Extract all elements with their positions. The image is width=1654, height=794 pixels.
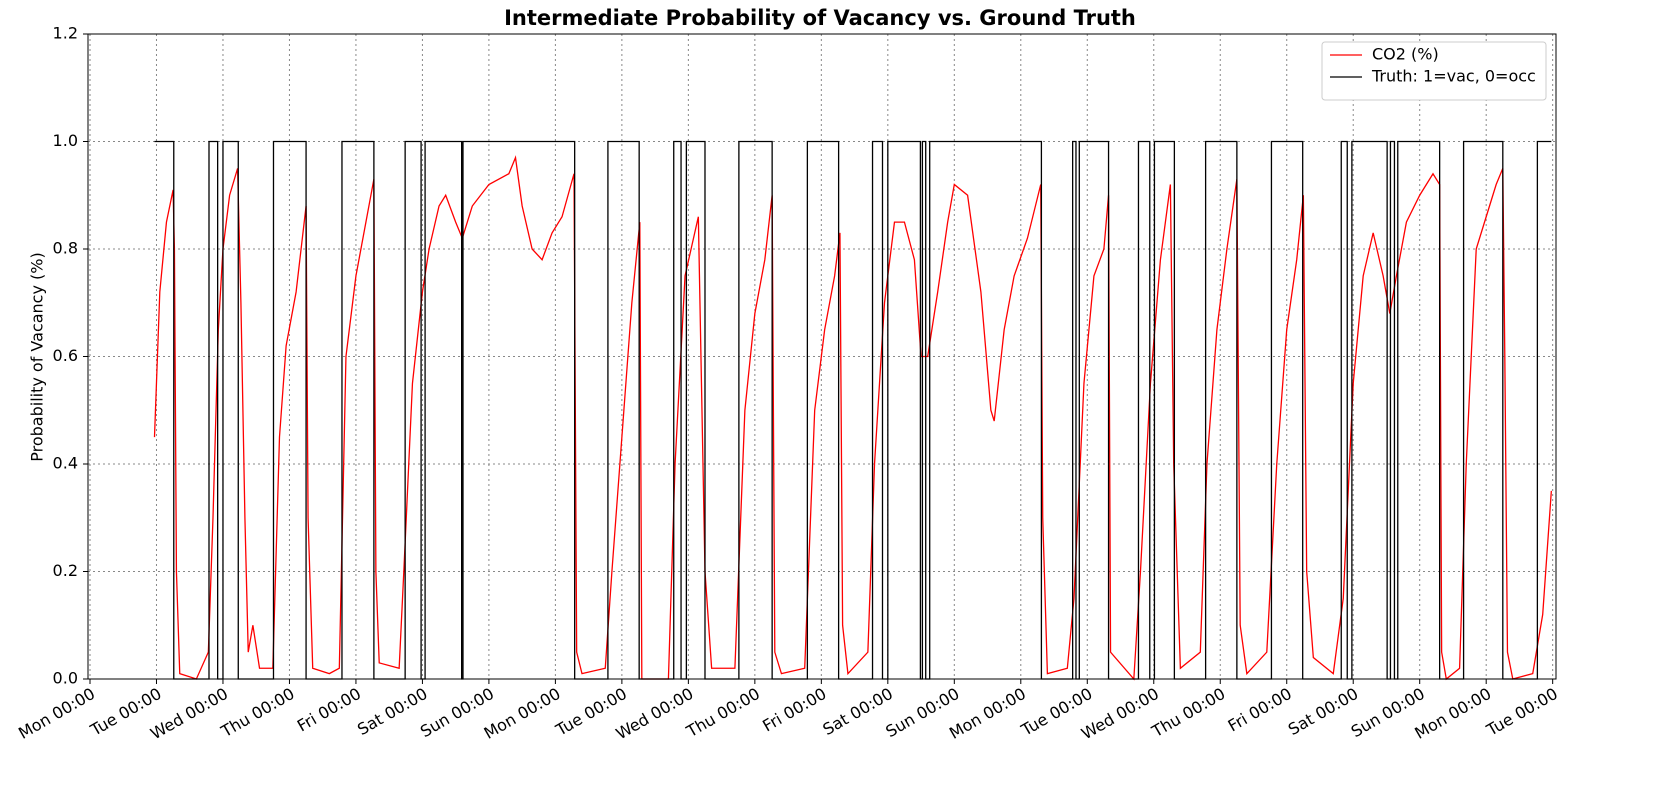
legend-box	[1321, 41, 1547, 101]
y-tick-label: 0.8	[53, 239, 78, 258]
x-tick-label: Tue 00:00	[1483, 684, 1561, 740]
y-tick-label: 1.0	[53, 131, 78, 150]
x-tick-label: Fri 00:00	[294, 684, 364, 736]
y-axis-label: Probability of Vacancy (%)	[28, 252, 47, 461]
legend-label: CO2 (%)	[1372, 45, 1439, 64]
x-tick-label: Thu 00:00	[682, 684, 763, 742]
legend-label: Truth: 1=vac, 0=occ	[1371, 67, 1536, 86]
x-tick-label: Thu 00:00	[1148, 684, 1229, 742]
plot-frame	[87, 33, 1557, 680]
y-tick-label: 0.0	[53, 669, 78, 688]
chart-title: Intermediate Probability of Vacancy vs. …	[504, 6, 1136, 30]
x-tick-label: Mon 00:00	[1411, 684, 1494, 743]
x-tick-label: Mon 00:00	[946, 684, 1029, 743]
x-tick-label: Sat 00:00	[354, 684, 431, 739]
x-tick-label: Thu 00:00	[217, 684, 298, 742]
x-tick-label: Fri 00:00	[1225, 684, 1295, 736]
x-tick-label: Mon 00:00	[481, 684, 564, 743]
y-tick-label: 1.2	[53, 24, 78, 43]
x-tick-label: Sat 00:00	[820, 684, 897, 739]
series-line	[154, 140, 1552, 680]
y-tick-label: 0.6	[53, 346, 78, 365]
series-line	[153, 155, 1552, 681]
x-tick-label: Fri 00:00	[759, 684, 829, 736]
y-tick-label: 0.4	[53, 454, 78, 473]
x-tick-label: Sat 00:00	[1285, 684, 1362, 739]
legend: CO2 (%) Truth: 1=vac, 0=occ	[1321, 41, 1547, 101]
x-tick-label: Mon 00:00	[15, 684, 98, 743]
y-tick-label: 0.2	[53, 561, 78, 580]
